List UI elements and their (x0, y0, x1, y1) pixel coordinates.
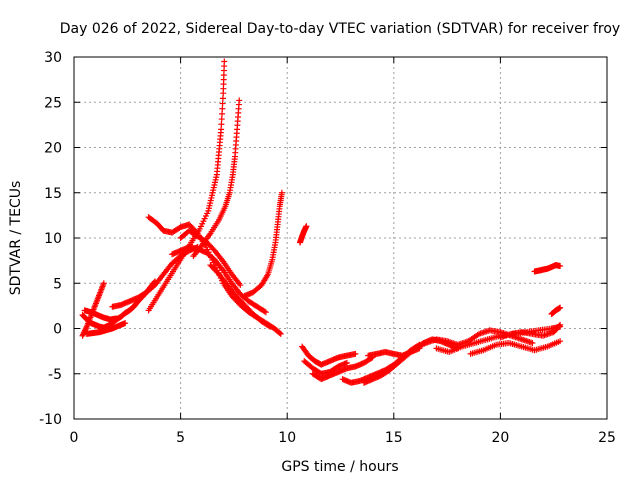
y-tick-label: -5 (48, 367, 62, 383)
data-point (556, 322, 563, 329)
data-point (265, 322, 272, 329)
series-arc-upper-decline (169, 244, 269, 316)
data-point (221, 58, 228, 65)
data-point (277, 330, 284, 337)
data-point (218, 126, 225, 133)
series-arc-peak (145, 58, 228, 314)
data-point (219, 110, 226, 117)
data-point (557, 321, 564, 328)
x-tick-label: 20 (491, 430, 509, 446)
series-arc-short-11 (296, 223, 310, 246)
series-arc-morning-3 (467, 338, 564, 357)
series-arc-morning-4 (497, 321, 564, 341)
data-point (219, 95, 226, 102)
data-marks (79, 58, 564, 386)
data-point (267, 323, 274, 330)
x-tick-label: 15 (385, 430, 403, 446)
series-arc-second-peak (190, 97, 243, 260)
plot-frame (73, 56, 608, 420)
data-point (278, 189, 285, 196)
data-point (236, 97, 243, 104)
x-tick-label: 10 (278, 430, 296, 446)
data-point (303, 223, 310, 230)
data-point (83, 324, 90, 331)
data-point (219, 105, 226, 112)
y-tick-label: 15 (44, 186, 62, 202)
data-point (100, 280, 107, 287)
y-tick-label: 30 (44, 50, 62, 66)
chart-title: Day 026 of 2022, Sidereal Day-to-day VTE… (60, 21, 620, 37)
series-arc-night-3 (309, 354, 376, 383)
data-point (218, 116, 225, 123)
series-arc-night-1 (299, 343, 359, 368)
y-tick-label: 20 (44, 141, 62, 157)
data-point (122, 320, 129, 327)
series-arc-hump (145, 214, 284, 337)
data-point (557, 304, 564, 311)
y-tick-label: 25 (44, 95, 62, 111)
series-arc-night-4 (339, 341, 423, 386)
data-point (113, 315, 120, 322)
data-point (218, 121, 225, 128)
data-point (557, 263, 564, 270)
y-tick-label: 0 (53, 322, 62, 338)
series-arc-low-flat (83, 320, 129, 337)
series-arc-mid-band (177, 227, 244, 289)
series-arc-late-short (548, 304, 564, 318)
data-point (529, 339, 536, 346)
data-point (343, 359, 350, 366)
series-arc-lower-decline (207, 262, 274, 330)
y-tick-label: -10 (39, 412, 62, 428)
data-point (557, 338, 564, 345)
y-axis-label: SDTVAR / TECUs (8, 181, 24, 296)
x-tick-label: 5 (176, 430, 185, 446)
x-tick-label: 25 (598, 430, 616, 446)
data-point (219, 100, 226, 107)
series-arc-late-high (531, 262, 564, 275)
series-arc-early-band (81, 307, 120, 323)
x-tick-label: 0 (70, 430, 79, 446)
y-tick-label: 5 (53, 276, 62, 292)
data-point (262, 309, 269, 316)
data-point (352, 350, 359, 357)
data-point (237, 282, 244, 289)
series-arc-late-rise (241, 189, 285, 299)
tick-layer: 0 5 10 15 20 25 -10 -5 0 5 10 15 20 25 30 (39, 50, 616, 446)
data-point (276, 330, 283, 337)
x-axis-label: GPS time / hours (281, 459, 398, 475)
y-tick-label: 10 (44, 231, 62, 247)
data-point (261, 308, 268, 315)
